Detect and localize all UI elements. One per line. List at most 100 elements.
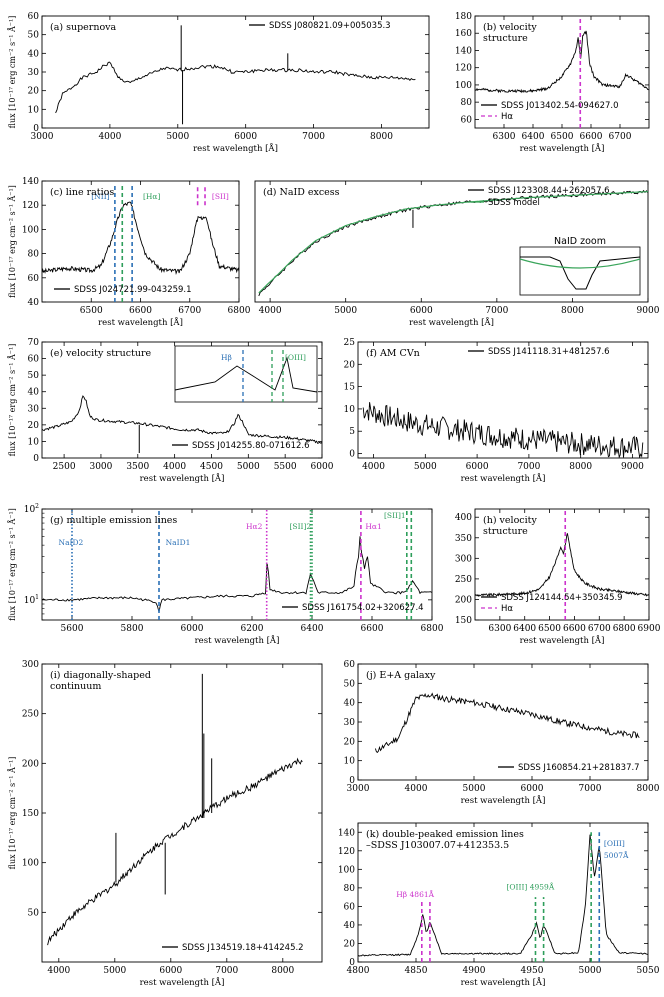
x-tick-label: 7000 (215, 966, 238, 976)
x-tick-label: 8000 (370, 132, 393, 142)
y-tick-label: 30 (344, 718, 356, 728)
x-tick-label: 7000 (485, 306, 508, 316)
y-tick-exponent: 2 (35, 503, 39, 510)
plot-area (42, 185, 239, 302)
y-tick-label: 30 (28, 68, 40, 78)
x-tick-label: 6400 (522, 132, 545, 142)
inset-title: NaID zoom (554, 236, 606, 247)
x-tick-label: 7000 (517, 462, 540, 472)
y-tick-label: 200 (22, 759, 39, 769)
y-tick-label: 160 (455, 29, 472, 39)
panel-title-line: (f) AM CVn (366, 348, 420, 359)
panel-title-line: (c) line ratios (50, 187, 114, 198)
x-tick-label: 6600 (580, 132, 603, 142)
legend-label: Hα (501, 112, 513, 122)
plot-frame (41, 663, 323, 963)
x-tick-label: 6500 (80, 306, 103, 316)
line-label: 5007Å (604, 851, 629, 860)
x-tick-label: 8000 (569, 462, 592, 472)
line-label: [SII]1 (384, 511, 406, 520)
x-axis-label: rest wavelength [Å] (409, 316, 494, 328)
plot-frame (357, 822, 649, 963)
plot-frame (41, 341, 323, 459)
y-tick-label: 100 (455, 81, 472, 91)
x-tick-label: 6400 (513, 624, 536, 634)
series-line-1 (55, 61, 416, 114)
x-tick-label: 6300 (488, 624, 511, 634)
panel-e: 2500 3000 3500 4000 4500 5000 5500 6000 0 10 20 30 4… (8, 338, 334, 484)
y-tick-label: 400 (455, 513, 472, 523)
x-tick-label: 6500 (551, 132, 574, 142)
line-label: Hα1 (365, 522, 381, 531)
x-axis-label: rest wavelength [Å] (193, 142, 278, 154)
x-tick-label: 6000 (159, 966, 182, 976)
y-tick-label: 5 (349, 427, 355, 437)
y-tick-label: 250 (455, 575, 472, 585)
legend-label: SDSS model (488, 198, 540, 208)
panel-h: 6300 6400 6500 6600 6700 6800 6900 150 200 250 300… (455, 508, 661, 646)
panel-title-line: (e) velocity structure (50, 348, 152, 359)
x-axis-label: rest wavelength [Å] (461, 472, 546, 484)
y-tick-label: 0 (33, 124, 39, 134)
panel-title-line: –SDSS J103007.07+412353.5 (366, 840, 509, 851)
x-tick-label: 6800 (228, 306, 251, 316)
x-axis-label: rest wavelength [Å] (520, 142, 605, 154)
series-line-2 (258, 191, 648, 294)
line-label: [OIII] (604, 839, 625, 848)
inset-frame (174, 345, 318, 403)
inset-model (519, 258, 641, 269)
x-tick-label: 6600 (129, 306, 152, 316)
y-tick-label: 150 (22, 809, 39, 819)
x-tick-label: 6200 (241, 624, 264, 634)
legend-label: SDSS J080821.09+005035.3 (269, 21, 391, 31)
x-tick-label: 7000 (579, 784, 602, 794)
x-tick-label: 6000 (311, 462, 334, 472)
panel-title-line: (h) velocity (483, 515, 537, 526)
plot-frame (41, 180, 240, 303)
x-tick-label: 3000 (89, 462, 112, 472)
y-tick-label: 10 (344, 757, 356, 767)
x-tick-label: 6000 (466, 462, 489, 472)
x-tick-label: 9000 (621, 462, 644, 472)
y-tick-label: 40 (28, 298, 40, 308)
x-tick-label: 5800 (121, 624, 144, 634)
y-tick-label: 100 (338, 865, 355, 875)
panel-title-line: (a) supernova (50, 22, 117, 33)
y-tick-label: 300 (455, 554, 472, 564)
x-axis-label: rest wavelength [Å] (461, 794, 546, 806)
panel-title: (h) velocity structure (483, 515, 537, 537)
y-axis-label: flux [10⁻¹⁷ erg cm⁻² s⁻¹ Å⁻¹] (8, 757, 17, 870)
y-tick-label: 0 (349, 776, 355, 786)
inset-label: Hβ (221, 353, 232, 362)
y-tick-label: 40 (28, 49, 40, 59)
y-axis-label: flux [10⁻¹⁷ erg cm⁻² s⁻¹ Å⁻¹] (8, 508, 17, 621)
x-tick-label: 6800 (421, 624, 444, 634)
x-tick-label: 6300 (493, 132, 516, 142)
y-axis-label: flux [10⁻¹⁷ erg cm⁻² s⁻¹ Å⁻¹] (8, 185, 17, 298)
y-tick-label: 30 (28, 404, 40, 414)
panel-title-line: (b) velocity (483, 22, 537, 33)
y-tick-label: 60 (344, 902, 356, 912)
plot-frame (41, 508, 433, 621)
panel-title-line: (d) NaID excess (263, 187, 340, 198)
x-axis-label: rest wavelength [Å] (195, 634, 280, 646)
x-tick-label: 6700 (609, 132, 632, 142)
panel-title: (e) velocity structure (50, 348, 152, 359)
y-tick-label: 60 (28, 12, 40, 22)
x-tick-label: 4000 (259, 306, 282, 316)
panel-title: (i) diagonally-shaped continuum (50, 670, 151, 692)
x-tick-label: 8000 (561, 306, 584, 316)
y-tick-label: 80 (28, 250, 40, 260)
legend-label: SDSS J160854.21+281837.7 (518, 763, 640, 773)
y-tick-label: 50 (344, 679, 356, 689)
x-tick-label: 6800 (613, 624, 636, 634)
series-line-1 (374, 692, 640, 754)
line-label: [SII]2 (290, 522, 312, 531)
series-line-1 (475, 30, 649, 94)
y-tick-label: 102 (24, 503, 39, 515)
panel-title: (g) multiple emission lines (50, 515, 177, 526)
y-tick-label: 20 (344, 939, 356, 949)
y-tick-label: 80 (344, 884, 356, 894)
y-tick-label: 0 (33, 454, 39, 464)
